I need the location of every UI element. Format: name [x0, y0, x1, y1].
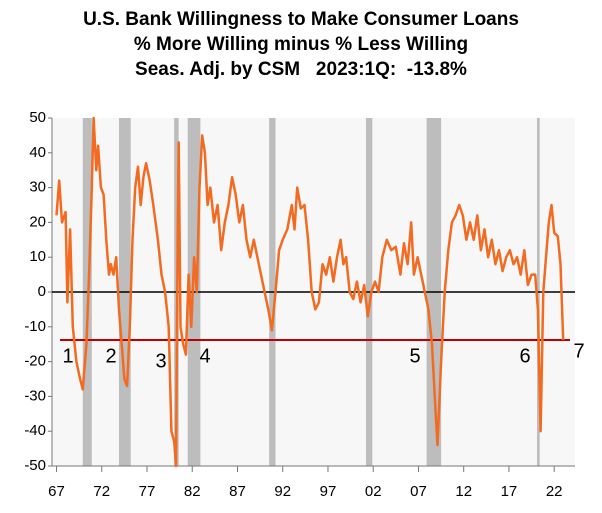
x-tick-label: 72 [93, 483, 110, 500]
y-tick-label: -20 [24, 353, 46, 370]
y-tick-label: 40 [29, 144, 46, 161]
annotation: 1 [62, 345, 73, 367]
y-tick-label: -40 [24, 422, 46, 439]
x-tick-label: 12 [455, 483, 472, 500]
x-tick-label: 07 [410, 483, 427, 500]
annotation: 3 [155, 350, 166, 372]
x-tick-label: 17 [501, 483, 518, 500]
y-tick-label: 50 [29, 109, 46, 126]
x-tick-label: 97 [320, 483, 337, 500]
x-tick-label: 67 [48, 483, 65, 500]
chart-subtitle: Seas. Adj. by CSM 2023:1Q: -13.8% [135, 59, 467, 80]
x-tick-label: 77 [139, 483, 156, 500]
chart-subtitle: % More Willing minus % Less Willing [134, 34, 468, 55]
x-tick-label: 92 [274, 483, 291, 500]
y-tick-label: 20 [29, 213, 46, 230]
y-tick-label: 10 [29, 248, 46, 265]
y-tick-label: 30 [29, 179, 46, 196]
x-tick-label: 22 [546, 483, 563, 500]
annotation: 2 [105, 345, 116, 367]
x-tick-label: 87 [229, 483, 246, 500]
y-tick-label: -10 [24, 318, 46, 335]
y-tick-label: -50 [24, 457, 46, 474]
y-tick-label: 0 [38, 283, 46, 300]
x-tick-label: 82 [184, 483, 201, 500]
x-tick-label: 02 [365, 483, 382, 500]
y-tick-label: -30 [24, 387, 46, 404]
annotation: 7 [573, 340, 584, 362]
chart-title: U.S. Bank Willingness to Make Consumer L… [83, 9, 519, 30]
data-line [55, 116, 565, 468]
annotation: 5 [409, 345, 420, 367]
annotation: 6 [519, 345, 530, 367]
annotation: 4 [199, 345, 210, 367]
